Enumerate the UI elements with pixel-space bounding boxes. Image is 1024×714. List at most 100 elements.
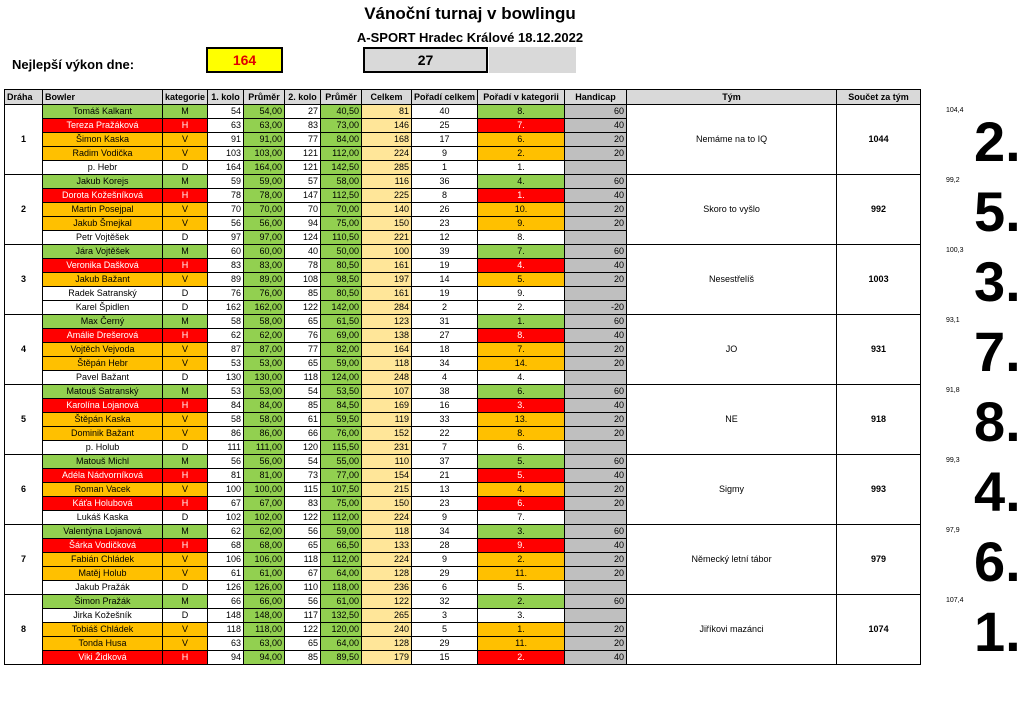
average-2: 50,00 [320, 244, 363, 259]
round-2: 120 [284, 440, 322, 455]
overall-rank: 34 [411, 524, 479, 539]
round-1: 148 [207, 608, 245, 623]
handicap: 40 [564, 258, 628, 273]
team-total: 979 [836, 524, 922, 595]
category-rank: 7. [477, 118, 566, 133]
overall-rank: 36 [411, 174, 479, 189]
total-score: 221 [361, 230, 413, 245]
average-1: 86,00 [243, 426, 286, 441]
category: M [161, 594, 209, 609]
table-row: Jakub Šmejkal V 56 56,00 94 75,00 150 23 9. 20 [5, 216, 921, 231]
category: V [161, 202, 209, 217]
handicap: 20 [564, 342, 628, 357]
team-name: NE [626, 384, 838, 455]
round-2: 85 [284, 286, 322, 301]
category-rank: 2. [477, 650, 566, 665]
category: H [161, 188, 209, 203]
average-1: 62,00 [243, 524, 286, 539]
round-1: 111 [207, 440, 245, 455]
bowler-name: Jakub Pražák [42, 580, 163, 595]
total-score: 265 [361, 608, 413, 623]
handicap: 60 [564, 104, 628, 119]
average-2: 124,00 [320, 370, 363, 385]
overall-rank: 37 [411, 454, 479, 469]
round-1: 102 [207, 510, 245, 525]
round-1: 126 [207, 580, 245, 595]
round-2: 65 [284, 356, 322, 371]
table-row: 1 Tomáš Kalkant M 54 54,00 27 40,50 81 40 8. 60 Nem… [4, 104, 922, 175]
category: V [161, 132, 209, 147]
average-2: 80,50 [320, 258, 363, 273]
round-1: 56 [207, 216, 245, 231]
overall-rank: 19 [411, 258, 479, 273]
category: H [161, 538, 209, 553]
lane-number: 5 [4, 384, 43, 455]
overall-rank: 3 [411, 608, 479, 623]
round-1: 59 [207, 174, 245, 189]
round-1: 58 [207, 412, 245, 427]
category: H [161, 496, 209, 511]
header-row: Dráha Bowler kategorie 1. kolo Průměr 2. kolo… [4, 89, 922, 105]
category-rank: 8. [477, 328, 566, 343]
category-rank: 14. [477, 356, 566, 371]
overall-rank: 13 [411, 482, 479, 497]
table-row: Radek Satranský D 76 76,00 85 80,50 161 19 9. [5, 286, 921, 301]
average-1: 83,00 [243, 258, 286, 273]
category: M [161, 454, 209, 469]
overall-rank: 9 [411, 146, 479, 161]
bowler-name: Jakub Šmejkal [42, 216, 163, 231]
handicap [564, 440, 628, 455]
round-1: 78 [207, 188, 245, 203]
category-rank: 5. [477, 272, 566, 287]
overall-rank: 2 [411, 300, 479, 315]
table-row: 4 Max Černý M 58 58,00 65 61,50 123 31 1. 60 JO 931 [4, 314, 922, 385]
team-place: 5. [974, 179, 1021, 243]
average-2: 61,50 [320, 314, 363, 329]
table-row: Lukáš Kaska D 102 102,00 122 112,00 224 9 7. [5, 510, 921, 525]
average-1: 78,00 [243, 188, 286, 203]
bowler-name: Lukáš Kaska [42, 510, 163, 525]
total-score: 81 [361, 104, 413, 119]
overall-rank: 39 [411, 244, 479, 259]
overall-rank: 40 [411, 104, 479, 119]
bowler-name: Dominik Bažant [42, 426, 163, 441]
category: V [161, 146, 209, 161]
category: D [161, 160, 209, 175]
category: D [161, 608, 209, 623]
round-1: 56 [207, 454, 245, 469]
category-rank: 2. [477, 300, 566, 315]
round-1: 100 [207, 482, 245, 497]
average-2: 142,00 [320, 300, 363, 315]
round-2: 40 [284, 244, 322, 259]
team-total: 1074 [836, 594, 922, 665]
bowler-name: p. Hebr [42, 160, 163, 175]
category: M [161, 524, 209, 539]
total-score: 248 [361, 370, 413, 385]
round-2: 76 [284, 328, 322, 343]
average-2: 142,50 [320, 160, 363, 175]
bowler-name: Adéla Nádvorníková [42, 468, 163, 483]
round-1: 84 [207, 398, 245, 413]
bowler-name: Šimon Kaska [42, 132, 163, 147]
overall-rank: 38 [411, 384, 479, 399]
table-row: Štěpán Kaska V 58 58,00 61 59,50 119 33 13. 20 [5, 412, 921, 427]
round-2: 122 [284, 510, 322, 525]
team-name: Jiříkovi mazánci [626, 594, 838, 665]
table-row: Viki Židková H 94 94,00 85 89,50 179 15 2. 40 [5, 650, 921, 665]
lane-number: 2 [4, 174, 43, 245]
category-rank: 3. [477, 524, 566, 539]
bowler-name: Štěpán Kaska [42, 412, 163, 427]
average-2: 77,00 [320, 468, 363, 483]
category-rank: 6. [477, 440, 566, 455]
total-score: 164 [361, 342, 413, 357]
handicap: 40 [564, 118, 628, 133]
table-row: Martin Posejpal V 70 70,00 70 70,00 140 26 10. 20 [5, 202, 921, 217]
handicap: 60 [564, 594, 628, 609]
average-1: 60,00 [243, 244, 286, 259]
category-rank: 13. [477, 412, 566, 427]
best-score-value: 164 [206, 47, 283, 73]
round-1: 97 [207, 230, 245, 245]
overall-rank: 29 [411, 636, 479, 651]
round-2: 108 [284, 272, 322, 287]
round-2: 118 [284, 552, 322, 567]
